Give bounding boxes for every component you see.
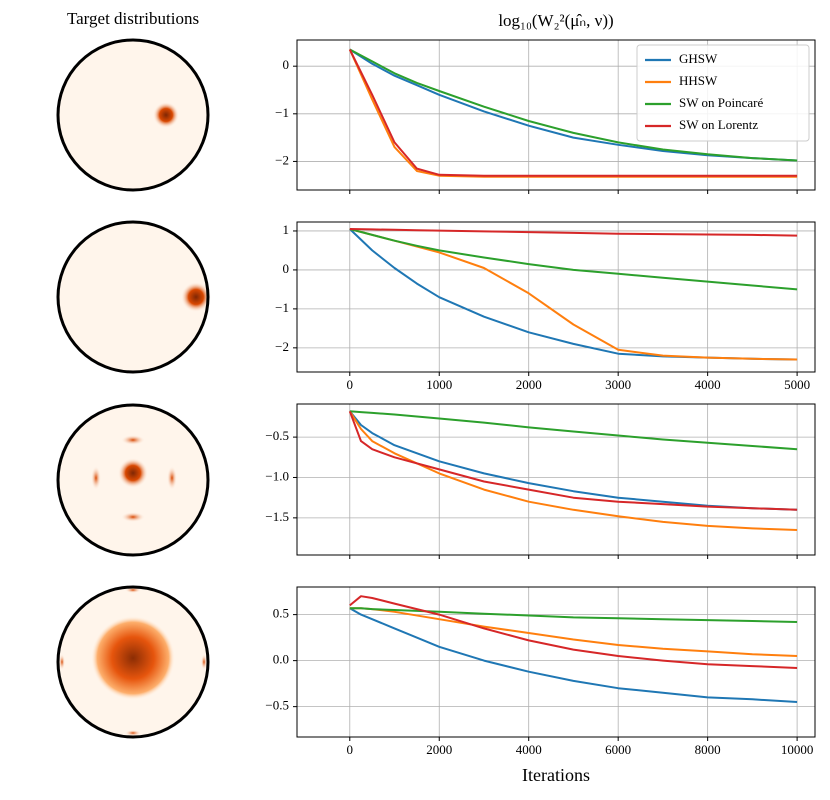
x-axis-label: Iterations (522, 765, 590, 785)
x-tick-label: 6000 (605, 742, 631, 757)
legend-label: SW on Poincaré (679, 95, 763, 110)
line (349, 410, 798, 511)
legend-label: HHSW (679, 73, 718, 88)
x-tick-label: 3000 (605, 377, 631, 392)
line (349, 228, 798, 361)
y-tick-label: −1.0 (265, 468, 289, 483)
y-tick-label: 0.0 (273, 652, 289, 667)
axes-frame (296, 39, 816, 191)
x-tick-label: 10000 (781, 742, 814, 757)
disk (56, 38, 210, 192)
line (348, 410, 798, 511)
line (349, 607, 798, 623)
left-title: Target distributions (67, 9, 199, 28)
x-tick-label: 8000 (695, 742, 721, 757)
legend-box (636, 44, 810, 142)
x-tick-label: 2000 (516, 377, 542, 392)
x-tick-label: 5000 (784, 377, 810, 392)
x-tick-label: 4000 (695, 377, 721, 392)
x-tick-label: 2000 (426, 742, 452, 757)
legend-label: SW on Lorentz (679, 117, 758, 132)
x-tick-label: 4000 (516, 742, 542, 757)
y-tick-label: −1 (275, 300, 289, 315)
y-tick-label: −1.5 (265, 509, 289, 524)
y-tick-label: 0.5 (273, 606, 289, 621)
line (349, 228, 798, 361)
line (349, 48, 798, 162)
disk (56, 403, 210, 557)
line (349, 228, 798, 291)
x-tick-label: 0 (347, 742, 354, 757)
line (349, 607, 798, 703)
axes-frame (296, 403, 816, 556)
line (348, 410, 798, 531)
line (348, 49, 798, 177)
chart-title: log₁₀(W₂²(μ̂ₙ, ν)) (498, 11, 613, 30)
axes-frame (296, 586, 816, 738)
y-tick-label: 0 (283, 57, 290, 72)
y-tick-label: −2 (275, 152, 289, 167)
y-tick-label: −2 (275, 339, 289, 354)
x-tick-label: 0 (347, 377, 354, 392)
disk (56, 220, 211, 374)
legend-label: GHSW (679, 51, 718, 66)
y-tick-label: 1 (283, 222, 290, 237)
y-tick-label: −0.5 (265, 428, 289, 443)
line (349, 595, 798, 669)
line (349, 410, 798, 451)
x-tick-label: 1000 (426, 377, 452, 392)
axes-frame (296, 221, 816, 373)
disk (56, 585, 210, 739)
y-tick-label: −1 (275, 105, 289, 120)
y-tick-label: −0.5 (265, 698, 289, 713)
y-tick-label: 0 (283, 261, 290, 276)
line (349, 228, 798, 237)
